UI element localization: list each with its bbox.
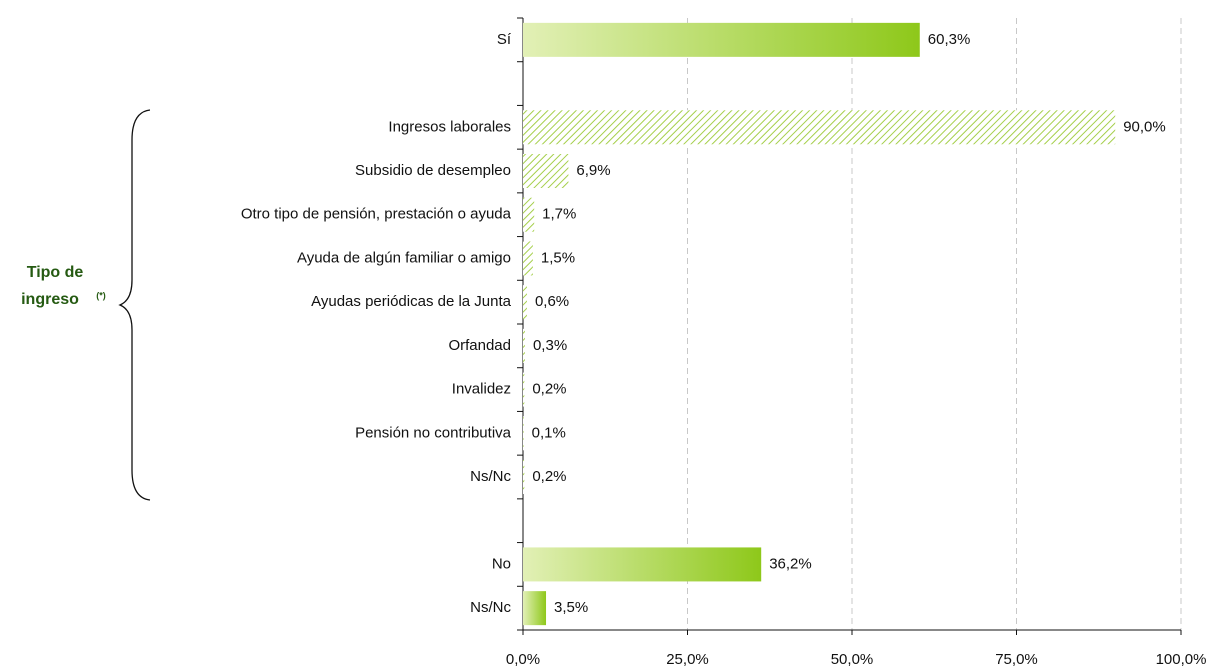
x-tick-label: 75,0% bbox=[995, 651, 1038, 668]
brace bbox=[118, 109, 151, 501]
y-tick-label: Ns/Nc bbox=[470, 599, 511, 616]
bar bbox=[523, 416, 524, 451]
bar bbox=[523, 547, 762, 582]
y-tick-label: Subsidio de desempleo bbox=[355, 162, 511, 179]
bar bbox=[523, 154, 569, 188]
bar bbox=[523, 241, 533, 276]
bar bbox=[523, 372, 525, 407]
x-tick-label: 0,0% bbox=[506, 651, 540, 668]
value-label: 3,5% bbox=[554, 599, 588, 616]
bar bbox=[523, 22, 920, 57]
value-label: 0,3% bbox=[533, 337, 567, 354]
bar bbox=[523, 460, 525, 494]
x-tick-label: 50,0% bbox=[831, 651, 874, 668]
annotation: ingreso bbox=[21, 291, 79, 308]
value-label: 0,6% bbox=[535, 293, 569, 310]
y-tick-label: Orfandad bbox=[448, 337, 511, 354]
annotation-note: (*) bbox=[96, 290, 106, 300]
x-tick-label: 100,0% bbox=[1156, 651, 1207, 668]
value-label: 1,7% bbox=[542, 206, 576, 223]
y-tick-label: Ayudas periódicas de la Junta bbox=[311, 293, 512, 310]
y-tick-label: Sí bbox=[497, 31, 512, 48]
bar bbox=[523, 110, 1116, 145]
y-tick-label: No bbox=[492, 555, 511, 572]
value-label: 36,2% bbox=[769, 555, 812, 572]
value-label: 6,9% bbox=[576, 162, 610, 179]
y-tick-label: Ns/Nc bbox=[470, 468, 511, 485]
x-tick-label: 25,0% bbox=[666, 651, 709, 668]
y-tick-label: Ayuda de algún familiar o amigo bbox=[297, 249, 511, 266]
bar bbox=[523, 328, 525, 363]
bar bbox=[523, 591, 547, 626]
y-tick-label: Pensión no contributiva bbox=[355, 424, 512, 441]
value-label: 1,5% bbox=[541, 249, 575, 266]
value-label: 0,2% bbox=[532, 381, 566, 398]
bar bbox=[523, 285, 527, 320]
y-tick-label: Otro tipo de pensión, prestación o ayuda bbox=[241, 206, 512, 223]
value-label: 0,2% bbox=[532, 468, 566, 485]
y-tick-label: Ingresos laborales bbox=[388, 118, 511, 135]
y-tick-label: Invalidez bbox=[452, 381, 511, 398]
value-label: 60,3% bbox=[928, 31, 971, 48]
value-label: 90,0% bbox=[1123, 118, 1166, 135]
bar bbox=[523, 197, 535, 232]
value-label: 0,1% bbox=[532, 424, 566, 441]
annotation: Tipo de bbox=[27, 264, 84, 281]
